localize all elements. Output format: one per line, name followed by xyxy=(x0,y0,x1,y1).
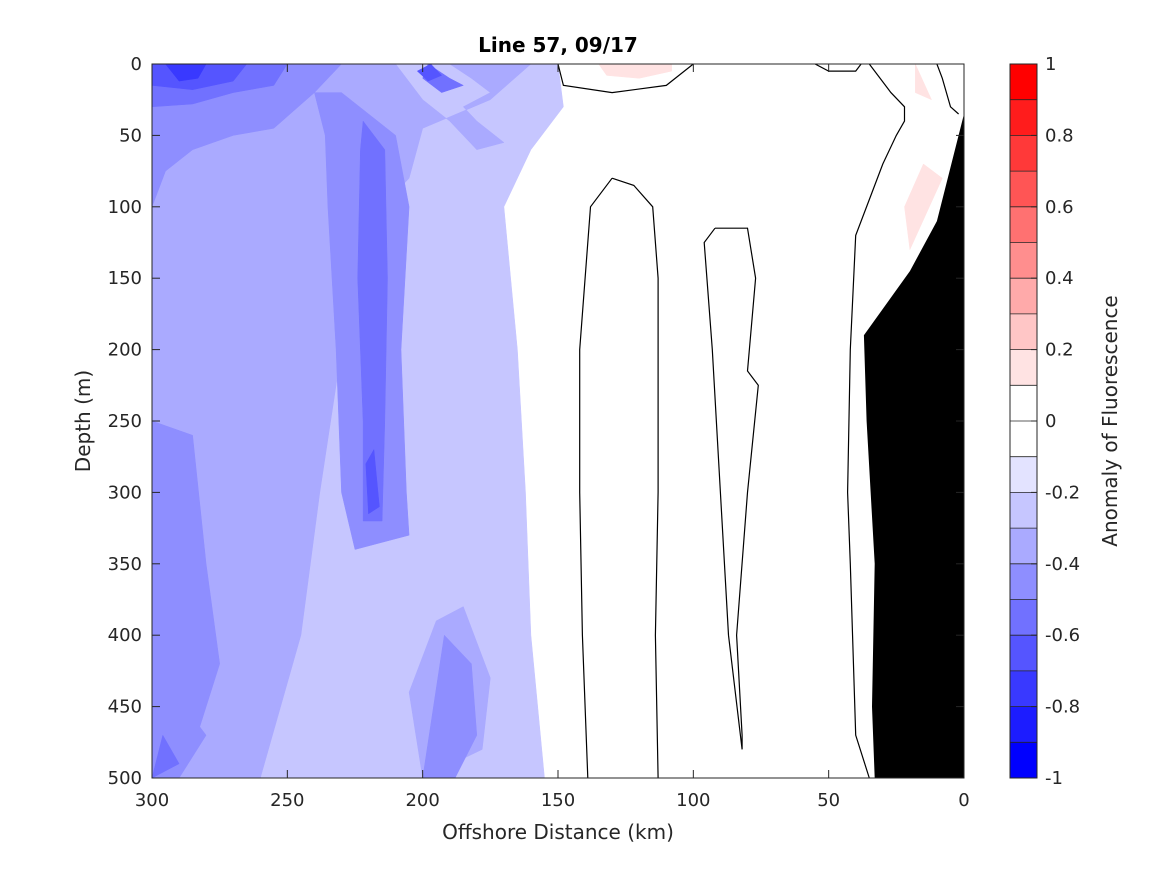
colorbar-swatch xyxy=(1010,635,1037,671)
x-tick-label: 300 xyxy=(135,790,169,811)
colorbar: 1 0.8 0.6 0.4 0.2 0 -0.2 -0.4 -0.6 -0.8 -1 xyxy=(1009,54,1080,789)
colorbar-swatch xyxy=(1010,528,1037,564)
colorbar-swatch xyxy=(1010,278,1037,314)
colorbar-swatch xyxy=(1010,599,1037,636)
x-tick-label: 150 xyxy=(541,790,575,811)
plot-area: 300 250 200 150 100 50 0 050100150200250300350… xyxy=(108,54,970,811)
x-axis-label: Offshore Distance (km) xyxy=(442,820,674,844)
zero-contour-4 xyxy=(814,64,862,72)
y-tick-label: 400 xyxy=(108,625,142,646)
y-tick-label: 350 xyxy=(108,554,142,575)
colorbar-swatch xyxy=(1010,706,1037,743)
colorbar-swatch xyxy=(1010,171,1037,207)
y-tick-label: 0 xyxy=(131,54,142,75)
anomaly-region-7-2 xyxy=(915,64,932,101)
anomaly-region-6-0 xyxy=(579,185,659,778)
anomaly-region-5-0 xyxy=(165,64,207,82)
y-tick-label: 500 xyxy=(108,768,142,789)
zero-contours xyxy=(557,64,959,778)
y-tick-label: 150 xyxy=(108,268,142,289)
x-tick-label: 100 xyxy=(676,790,710,811)
colorbar-swatch xyxy=(1010,135,1037,172)
y-tick-label: 50 xyxy=(119,125,142,146)
seafloor-mask xyxy=(863,114,964,778)
colorbar-tick-label: -0.6 xyxy=(1045,625,1080,646)
colorbar-tick-label: 0 xyxy=(1045,411,1056,432)
anomaly-region-1-0 xyxy=(152,64,532,778)
anomaly-region-4-2 xyxy=(416,64,443,82)
x-tick-label: 200 xyxy=(405,790,439,811)
colorbar-swatch xyxy=(1010,99,1037,136)
colorbar-tick-label: 0.4 xyxy=(1045,268,1074,289)
colorbar-tick-label: -1 xyxy=(1045,768,1063,789)
y-tick-label: 100 xyxy=(108,197,142,218)
colorbar-tick-label: 1 xyxy=(1045,54,1056,75)
colorbar-tick-label: 0.2 xyxy=(1045,340,1074,361)
colorbar-swatch xyxy=(1010,563,1037,600)
colorbar-swatch xyxy=(1010,64,1037,100)
zero-contour-6 xyxy=(936,64,959,115)
colorbar-swatch xyxy=(1010,670,1037,707)
colorbar-swatch xyxy=(1010,492,1037,529)
colorbar-tick-label: 0.8 xyxy=(1045,125,1074,146)
colorbar-swatch xyxy=(1010,242,1037,279)
x-tick-label: 250 xyxy=(270,790,304,811)
colorbar-swatch xyxy=(1010,742,1037,778)
zero-contour-5 xyxy=(846,64,906,778)
colorbar-tick-label: 0.6 xyxy=(1045,197,1074,218)
y-tick-label: 200 xyxy=(108,340,142,361)
seafloor xyxy=(863,114,964,778)
x-tick-label: 0 xyxy=(958,790,969,811)
y-tick-label: 300 xyxy=(108,482,142,503)
x-axis: 300 250 200 150 100 50 0 xyxy=(135,64,970,811)
colorbar-label: Anomaly of Fluorescence xyxy=(1098,295,1122,546)
anomaly-region-3-3 xyxy=(152,734,180,778)
colorbar-swatch xyxy=(1010,206,1037,243)
y-axis-label: Depth (m) xyxy=(71,370,95,472)
colorbar-swatch xyxy=(1010,313,1037,350)
anomaly-region-7-1 xyxy=(904,163,943,251)
x-tick-label: 50 xyxy=(817,790,840,811)
colorbar-swatch xyxy=(1010,456,1037,493)
chart-title: Line 57, 09/17 xyxy=(478,33,638,57)
y-tick-label: 250 xyxy=(108,411,142,432)
colorbar-swatch xyxy=(1010,421,1037,457)
anomaly-region-7-0 xyxy=(598,64,672,79)
zero-contour-3 xyxy=(703,227,759,750)
colorbar-tick-label: -0.2 xyxy=(1045,482,1080,503)
zero-contour-0 xyxy=(557,64,694,94)
y-axis: 0 50 100 150 200 250 300 350 400 450 500 xyxy=(108,54,964,789)
anomaly-region-2-1 xyxy=(152,420,220,778)
colorbar-tick-label: -0.8 xyxy=(1045,697,1080,718)
colorbar-tick-label: -0.4 xyxy=(1045,554,1080,575)
anomaly-region-3-1 xyxy=(357,120,388,522)
anomaly-region-2-3 xyxy=(422,634,478,778)
y-tick-label: 450 xyxy=(108,697,142,718)
anomaly-region-4-1 xyxy=(365,448,380,515)
colorbar-swatch xyxy=(1010,349,1037,386)
colorbar-swatch xyxy=(1010,385,1037,421)
zero-contour-1 xyxy=(579,177,613,778)
zero-contour-2 xyxy=(611,177,659,778)
anomaly-region-6-1 xyxy=(703,223,756,750)
